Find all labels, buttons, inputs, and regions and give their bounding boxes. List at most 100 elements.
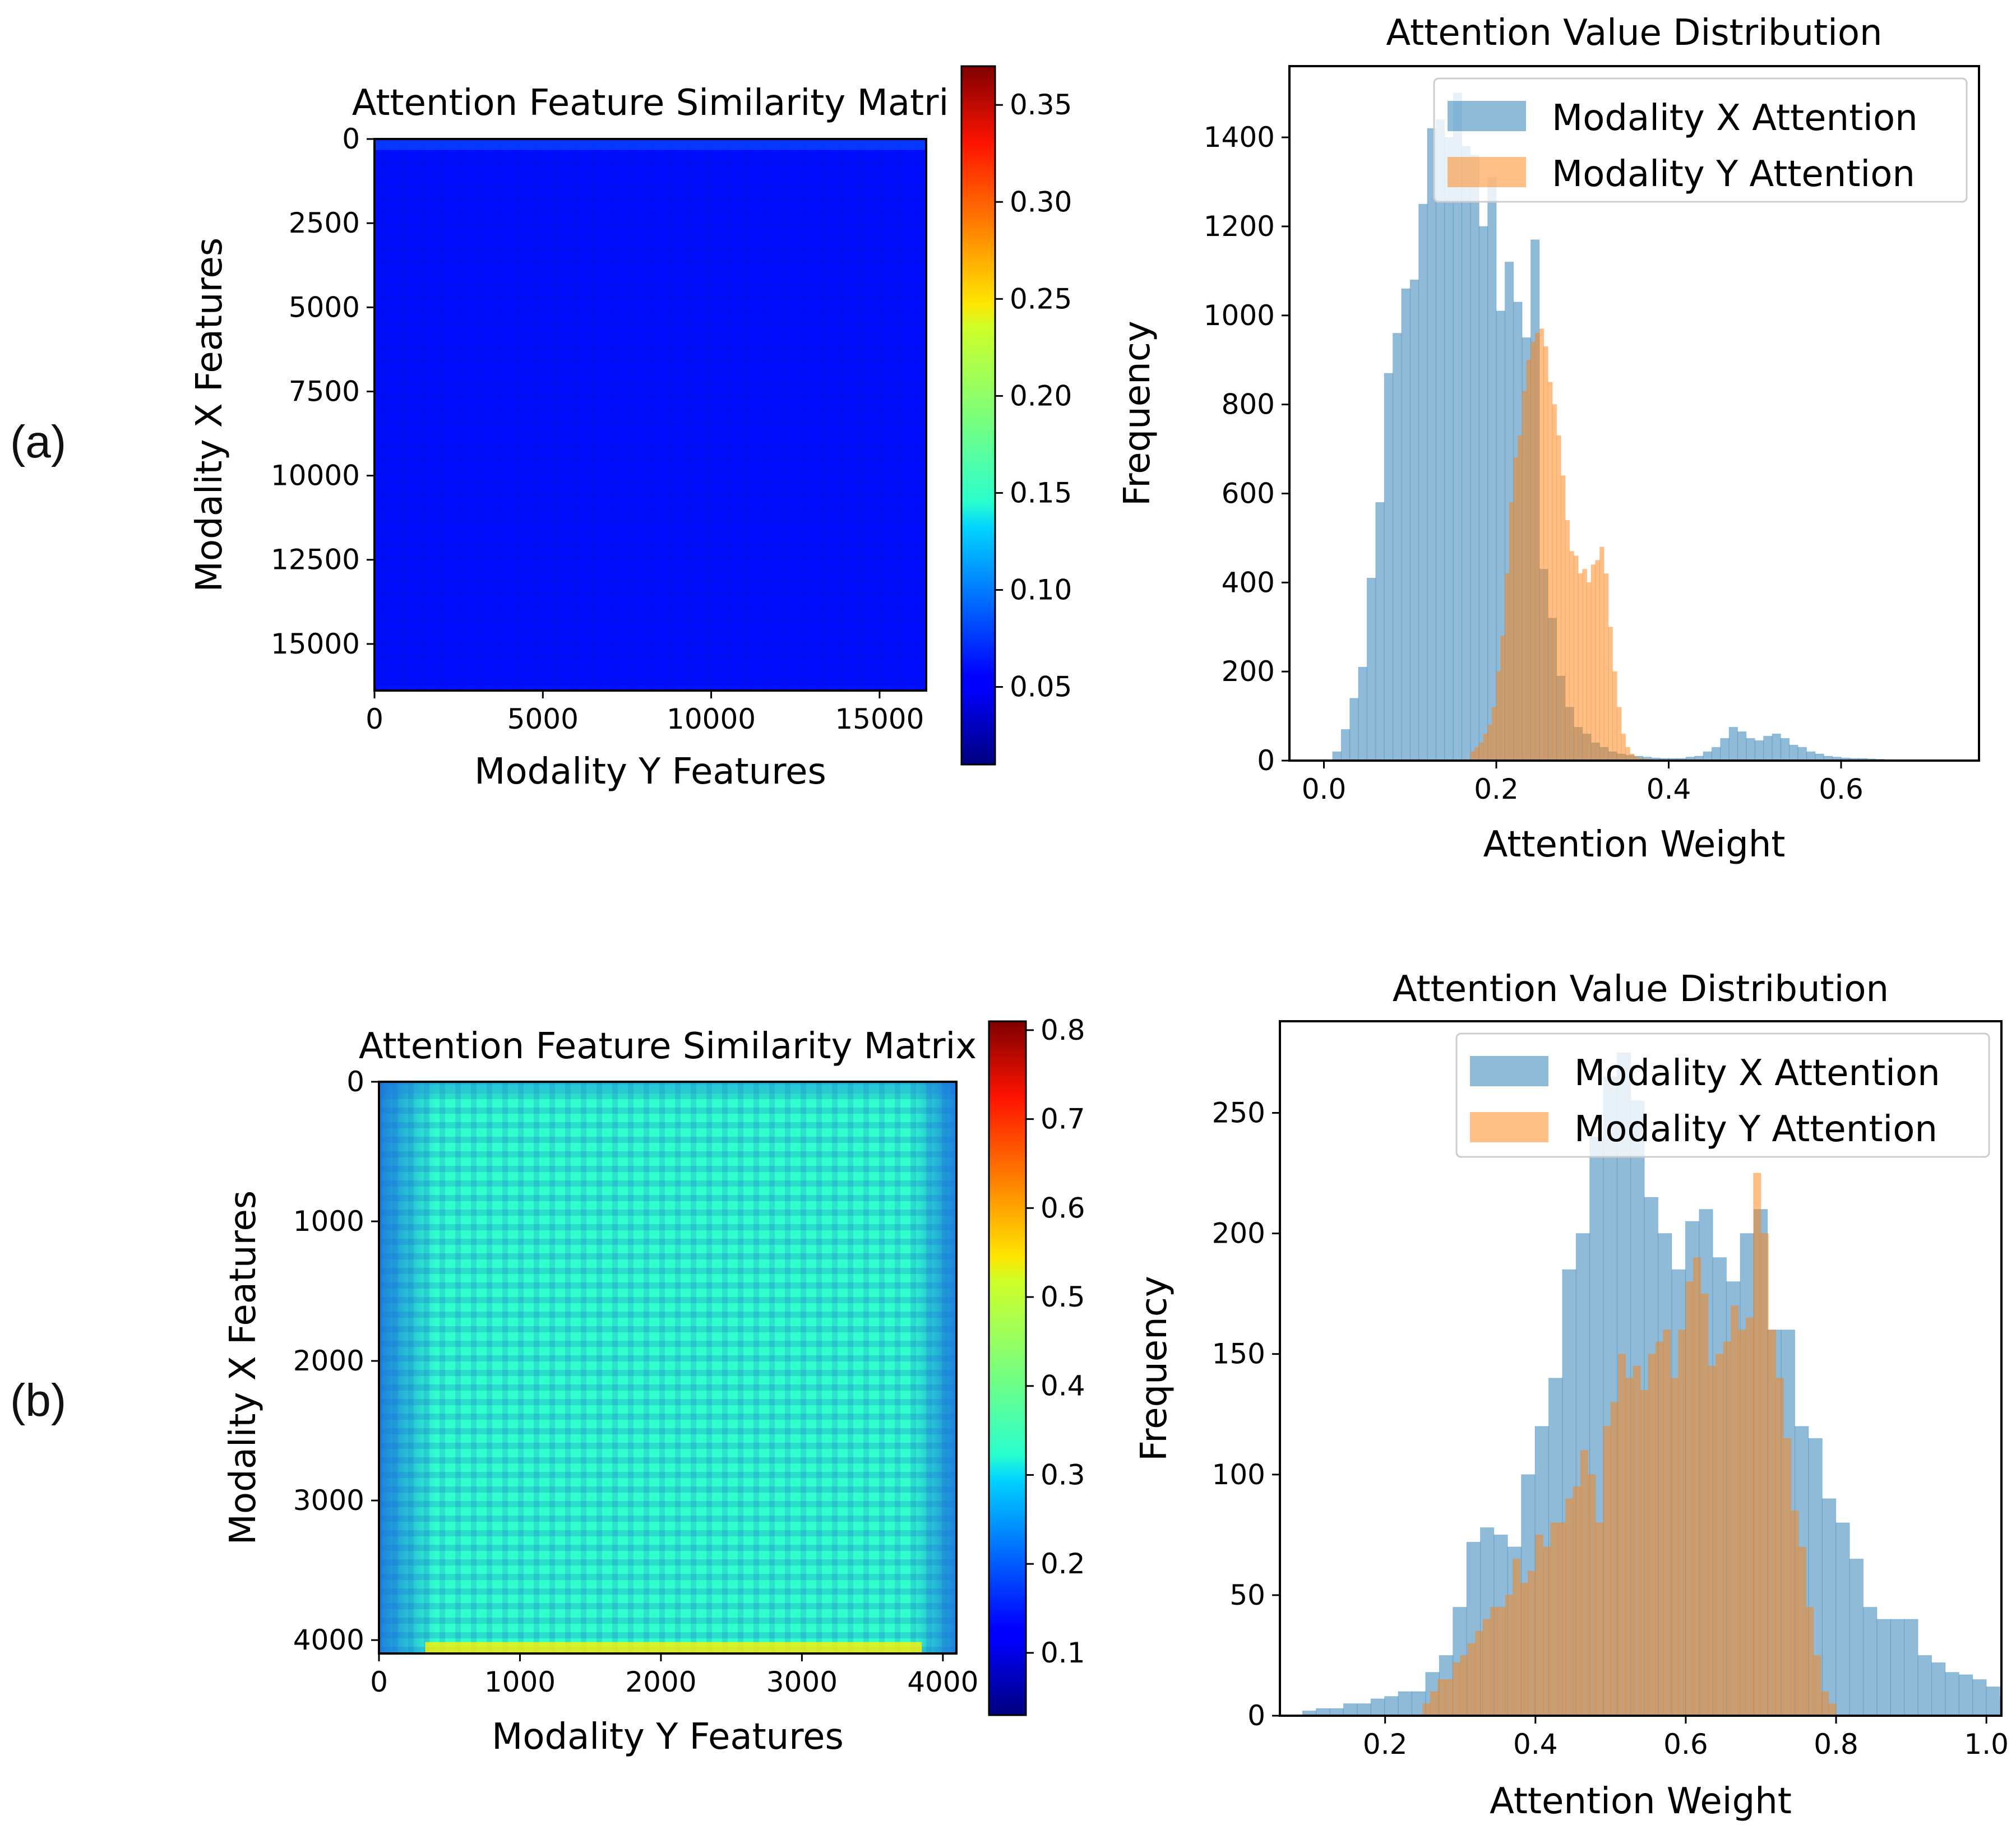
colorbar-tick-label: 0.35: [1010, 89, 1072, 121]
heatmap-top-band: [379, 1082, 956, 1094]
histogram-bar-y: [1470, 751, 1476, 761]
colorbar-tick-label: 0.15: [1010, 476, 1072, 509]
histogram-bar-y: [1482, 1619, 1491, 1716]
histogram-bar-y: [1535, 1534, 1543, 1716]
colorbar-tick-label: 0.3: [1041, 1458, 1085, 1491]
histogram-bar-y: [1430, 1691, 1439, 1716]
histogram-bar-x: [1478, 226, 1488, 761]
histogram-bar-x: [1821, 1498, 1837, 1716]
heatmap-right-band: [910, 1082, 956, 1653]
x-tick-label: 10000: [667, 703, 756, 735]
colorbar-tick-label: 0.5: [1041, 1281, 1085, 1313]
histogram-bar-y: [1700, 1293, 1709, 1716]
histogram-bar-y: [1578, 573, 1583, 761]
legend-label-x: Modality X Attention: [1552, 98, 1918, 139]
histogram-bar-x: [1772, 733, 1781, 761]
histogram-bar-x: [1945, 1672, 1959, 1716]
histogram-bar-y: [1685, 1281, 1694, 1716]
colorbar-tick-label: 0.10: [1010, 574, 1072, 606]
plot-frame: [1279, 1020, 2003, 1717]
legend-swatch-y: [1448, 157, 1526, 187]
histogram-bar-y: [1791, 1510, 1799, 1716]
histogram-bar-y: [1543, 346, 1548, 761]
x-tick-label: 0.0: [1302, 773, 1347, 805]
histogram-bar-y: [1490, 1606, 1499, 1716]
histogram-bar-y: [1475, 1631, 1483, 1716]
colorbar-tick-label: 0.25: [1010, 282, 1072, 315]
histogram-bar-x: [1737, 731, 1747, 761]
histogram-bar-y: [1542, 1546, 1551, 1716]
histogram-bar-y: [1828, 1703, 1837, 1716]
legend-box: [1433, 77, 1968, 203]
histogram-bars: [1332, 92, 1902, 761]
y-tick-label: 0: [346, 1066, 364, 1098]
histogram-bar-y: [1527, 1571, 1536, 1716]
histogram-bar-x: [1401, 288, 1411, 761]
histogram-bar-y: [1526, 359, 1531, 761]
histogram-bar-x: [1789, 744, 1798, 761]
histogram-bar-y: [1547, 382, 1553, 761]
histogram-bar-x: [1462, 146, 1471, 761]
colorbar: [989, 1021, 1026, 1715]
histogram-bar-y: [1582, 568, 1587, 761]
histogram-bar-x: [1972, 1679, 1987, 1716]
x-tick-label: 5000: [507, 703, 579, 735]
histogram-title: Attention Value Distribution: [1393, 969, 1889, 1010]
histogram-ylabel: Frequency: [1117, 321, 1158, 506]
histogram-bar-y: [1513, 1558, 1521, 1716]
histogram-bar-y: [1805, 1606, 1814, 1716]
histogram-bar-y: [1422, 1703, 1431, 1716]
histogram-bar-y: [1602, 1426, 1611, 1716]
histogram-bar-y: [1460, 1655, 1468, 1716]
histogram-bars: [1302, 1052, 2001, 1716]
histogram-bar-x: [1470, 155, 1479, 761]
histogram-bar-y: [1625, 1378, 1634, 1716]
y-tick-label: 50: [1229, 1579, 1265, 1611]
histogram-bar-x: [1876, 1619, 1891, 1716]
heatmap-frame: [373, 138, 927, 692]
histogram-bar-x: [1370, 1698, 1385, 1716]
histogram-bar-x: [1931, 1662, 1946, 1716]
histogram-bar-y: [1603, 573, 1609, 761]
histogram-bar-x: [1763, 735, 1773, 761]
histogram-bar-y: [1783, 1438, 1792, 1716]
histogram-bar-y: [1452, 1662, 1461, 1716]
histogram-bar-x: [1797, 747, 1807, 761]
histogram-bar-x: [1375, 502, 1385, 761]
x-tick-label: 0: [366, 703, 383, 735]
histogram-bar-x: [1917, 1655, 1932, 1716]
x-tick-label: 15000: [835, 703, 924, 735]
histogram-bar-y: [1573, 555, 1579, 761]
y-tick-label: 1000: [293, 1205, 364, 1238]
histogram-bar-y: [1775, 1378, 1784, 1716]
histogram-bar-y: [1522, 391, 1527, 761]
heatmap-title: Attention Feature Similarity Matri: [352, 82, 949, 124]
histogram-bar-x: [1340, 729, 1351, 761]
heatmap-title: Attention Feature Similarity Matrix: [359, 1026, 977, 1067]
histogram-bar-x: [1487, 177, 1497, 761]
colorbar-tick-label: 0.2: [1041, 1548, 1085, 1580]
histogram-bar-y: [1640, 1389, 1649, 1716]
histogram-title: Attention Value Distribution: [1386, 12, 1882, 54]
histogram-bar-y: [1617, 1354, 1626, 1716]
legend-label-x: Modality X Attention: [1574, 1053, 1940, 1094]
panel-label-b: (b): [10, 1375, 67, 1426]
y-tick-label: 1000: [1204, 299, 1275, 332]
plot-frame: [1288, 65, 1980, 762]
histogram-bar-x: [1349, 698, 1359, 761]
histogram-bar-y: [1474, 747, 1479, 761]
histogram-bar-y: [1730, 1305, 1739, 1716]
histogram-bar-y: [1616, 707, 1622, 761]
histogram-bar-y: [1760, 1233, 1769, 1716]
histogram-bar-x: [1398, 1691, 1412, 1716]
y-tick-label: 1400: [1204, 121, 1275, 154]
histogram-bar-y: [1595, 560, 1600, 761]
histogram-bar-y: [1505, 1595, 1514, 1716]
histogram-bar-y: [1590, 564, 1596, 761]
histogram-bar-x: [1835, 1522, 1850, 1716]
histogram-bar-x: [1863, 1606, 1878, 1716]
y-tick-label: 12500: [271, 544, 360, 576]
histogram-bar-y: [1569, 551, 1574, 761]
histogram-bar-x: [1780, 738, 1790, 761]
y-tick-label: 100: [1212, 1458, 1265, 1491]
